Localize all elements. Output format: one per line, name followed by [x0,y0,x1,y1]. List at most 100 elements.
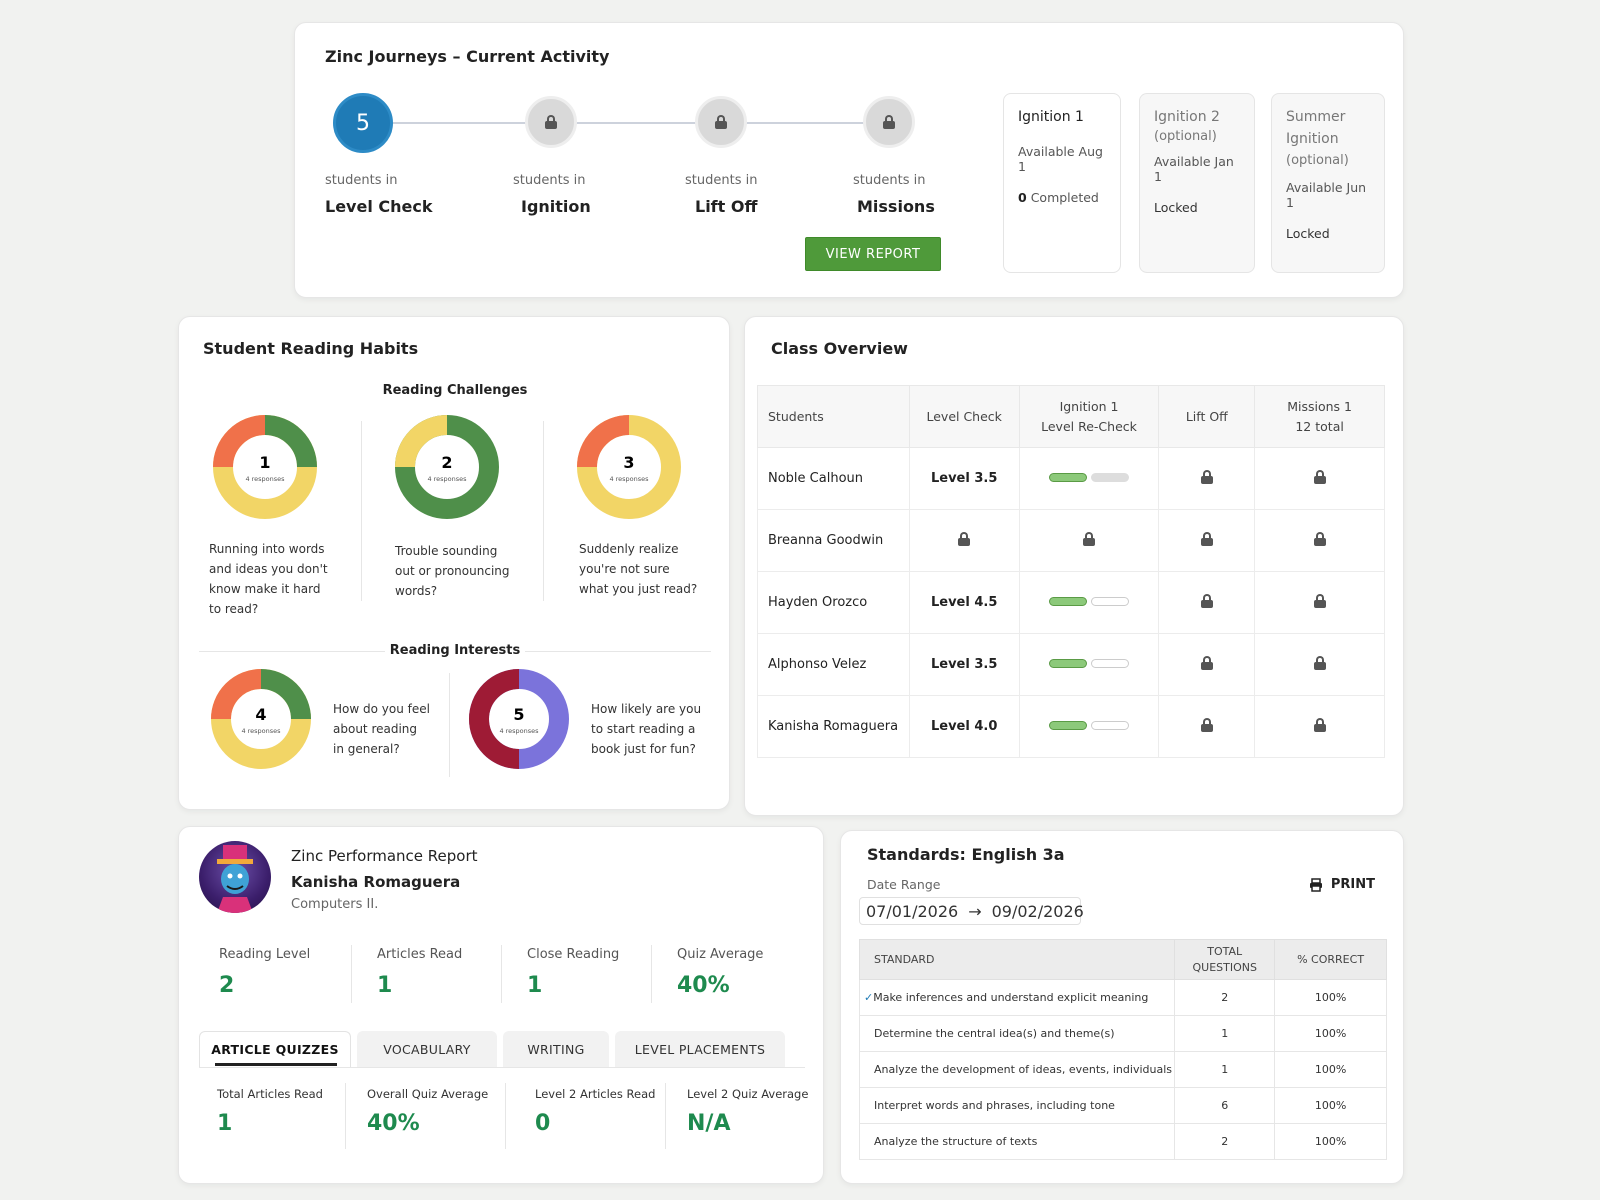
total-questions: 2 [1174,1123,1276,1160]
progress-bar-empty [1091,659,1129,668]
challenge-2-donut-chart[interactable]: 2 4 responses [393,413,501,521]
class-overview-card: Class Overview Students Level Check Igni… [744,316,1404,816]
standard-text: Make inferences and understand explicit … [873,991,1149,1004]
challenge-1-donut-chart[interactable]: 1 4 responses [211,413,319,521]
completed-count: 0 [1018,190,1027,205]
col-total-questions: TOTAL QUESTIONS [1174,939,1276,980]
tab-article-quizzes[interactable]: ARTICLE QUIZZES [199,1031,351,1067]
reading-habits-card: Student Reading Habits Reading Challenge… [178,316,730,810]
lock-icon [1083,531,1095,546]
reading-challenges-label: Reading Challenges [382,383,528,398]
date-range-picker[interactable]: 07/01/2026 → 09/02/2026 [859,897,1084,925]
standard-text: Analyze the development of ideas, events… [858,1051,1176,1088]
tab-level-placements[interactable]: LEVEL PLACEMENTS [615,1031,785,1067]
stat-value: 2 [219,973,235,998]
step-missions-lock-icon [863,96,915,148]
interest-4-donut-chart[interactable]: 4 4 responses [209,667,313,771]
table-row[interactable]: Determine the central idea(s) and theme(… [858,1015,1387,1052]
ignition-1-title: Ignition 1 [1018,109,1084,125]
donut-number: 2 [441,453,452,472]
step-ignition-lock-icon [525,96,577,148]
level-check-cell [908,509,1020,572]
sub-stat-label: Total Articles Read [217,1087,323,1101]
journeys-card: Zinc Journeys – Current Activity 5 stude… [294,22,1404,298]
table-row[interactable]: ✓Make inferences and understand explicit… [858,979,1387,1016]
completed-label: Completed [1030,190,1099,205]
progress-bar-filled [1049,659,1087,668]
date-range-label: Date Range [867,877,941,892]
student-name[interactable]: Alphonso Velez [757,633,910,696]
lock-icon [1313,717,1326,732]
table-row[interactable]: Analyze the development of ideas, events… [858,1051,1387,1088]
lock-icon [1200,531,1213,546]
student-name[interactable]: Noble Calhoun [757,447,910,510]
ignition-progress [1018,695,1160,758]
sub-stat-label: Level 2 Articles Read [535,1087,656,1101]
step-sub-label: students in [513,173,586,188]
progress-bar-filled [1049,721,1087,730]
progress-bar-empty [1091,473,1129,482]
table-row[interactable]: Analyze the structure of texts 2 100% [858,1123,1387,1160]
percent-correct: 100% [1274,1015,1387,1052]
lock-icon [715,115,727,129]
table-row[interactable]: Kanisha Romaguera Level 4.0 [757,695,1385,758]
step-sub-label: students in [853,173,926,188]
interest-5-donut-chart[interactable]: 5 4 responses [467,667,571,771]
divider [543,421,544,601]
challenge-3-donut-chart[interactable]: 3 4 responses [575,413,683,521]
total-questions: 1 [1174,1015,1276,1052]
donut-responses: 4 responses [499,727,539,735]
challenge-2-question: Trouble sounding out or pronouncing words? [395,544,510,598]
summer-ignition-box[interactable]: Summer Ignition (optional) Available Jun… [1271,93,1385,273]
stat-label: Reading Level [219,947,311,962]
donut-responses: 4 responses [427,475,467,483]
tab-writing[interactable]: WRITING [503,1031,609,1067]
progress-bar-filled [1049,597,1087,606]
report-title: Zinc Performance Report [291,847,478,865]
tab-vocabulary[interactable]: VOCABULARY [357,1031,497,1067]
standard-text: Interpret words and phrases, including t… [858,1087,1176,1124]
donut-number: 1 [259,453,270,472]
level-value: Level 3.5 [908,633,1020,696]
stat-value: 1 [377,973,393,998]
percent-correct: 100% [1274,1123,1387,1160]
divider [501,945,502,1003]
step-name-level-check: Level Check [325,197,433,216]
print-button[interactable]: PRINT [1309,877,1375,892]
col-standard: STANDARD [858,939,1176,980]
progress-bar-empty [1091,597,1129,606]
stat-value: 40% [677,973,730,998]
divider [351,945,352,1003]
view-report-button[interactable]: VIEW REPORT [805,237,941,271]
lock-icon [1200,655,1213,670]
table-row[interactable]: Hayden Orozco Level 4.5 [757,571,1385,634]
sub-stat-label: Overall Quiz Average [367,1087,489,1101]
tab-bar-divider [199,1067,805,1068]
ignition-1-box[interactable]: Ignition 1 Available Aug 1 0 Completed [1003,93,1121,273]
table-row[interactable]: Interpret words and phrases, including t… [858,1087,1387,1124]
challenge-3-question: Suddenly realize you're not sure what you … [579,542,698,596]
table-row[interactable]: Breanna Goodwin [757,509,1385,572]
course-name: Computers II. [291,897,379,912]
lock-icon [1200,593,1213,608]
standard-text: Determine the central idea(s) and theme(… [858,1015,1176,1052]
sub-stat-value: 1 [217,1111,233,1136]
lock-icon [883,115,895,129]
student-name[interactable]: Hayden Orozco [757,571,910,634]
class-overview-table: Students Level Check Ignition 1 Level Re-… [757,385,1385,758]
summer-ignition-title-2: Ignition [1286,131,1339,147]
interest-5-question: How likely are you to start reading a book… [591,702,702,756]
student-name[interactable]: Breanna Goodwin [757,509,910,572]
sub-stat-value: 0 [535,1111,551,1136]
table-row[interactable]: Noble Calhoun Level 3.5 [757,447,1385,510]
standard-cell: ✓Make inferences and understand explicit… [858,979,1176,1016]
col-percent-correct: % CORRECT [1274,939,1387,980]
table-row[interactable]: Alphonso Velez Level 3.5 [757,633,1385,696]
standards-card: Standards: English 3a Date Range 07/01/2… [840,830,1404,1184]
student-name[interactable]: Kanisha Romaguera [757,695,910,758]
journey-progress-line [385,122,875,124]
step-level-check-count[interactable]: 5 [333,93,393,153]
ignition-2-box[interactable]: Ignition 2 (optional) Available Jan 1 Lo… [1139,93,1255,273]
lock-icon [1313,593,1326,608]
donut-responses: 4 responses [241,727,281,735]
